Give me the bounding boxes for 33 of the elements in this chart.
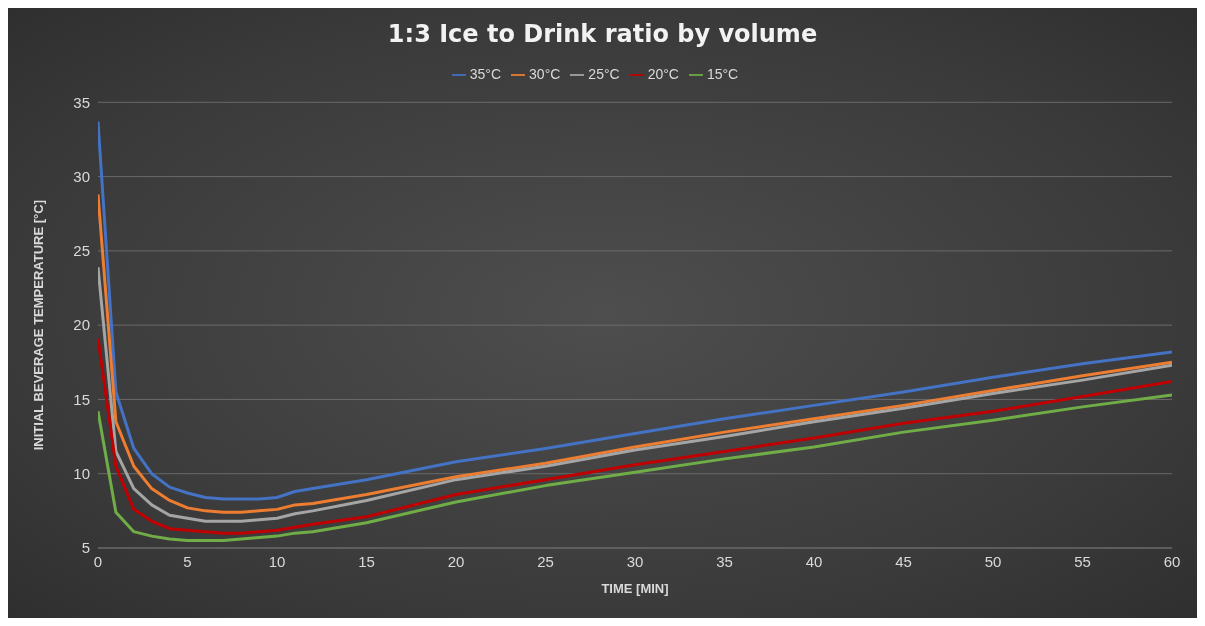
x-tick-label: 20 [447, 552, 465, 570]
x-tick-label: 35 [716, 552, 733, 570]
x-tick-label: 50 [984, 552, 1002, 570]
x-tick-label: 10 [268, 552, 286, 570]
x-tick-label: 40 [805, 552, 823, 570]
line-series [98, 337, 1172, 535]
line-series [98, 393, 1172, 543]
legend-label: 30°C [529, 66, 561, 82]
x-tick-label: 25 [537, 552, 554, 570]
y-tick-label: 25 [73, 242, 90, 260]
x-tick-label: 55 [1074, 552, 1091, 570]
y-tick-label: 15 [73, 390, 90, 408]
y-tick-label: 10 [73, 465, 90, 483]
y-axis-title: INITIAL BEVERAGE TEMPERATURE [°C] [30, 200, 46, 451]
y-tick-label: 30 [73, 167, 90, 185]
x-tick-label: 5 [183, 552, 192, 570]
legend-label: 15°C [706, 66, 739, 82]
legend-label: 20°C [647, 66, 679, 82]
chart-title: 1:3 Ice to Drink ratio by volume [386, 19, 819, 50]
x-tick-label: 15 [358, 552, 375, 570]
y-tick-label: 5 [81, 539, 90, 557]
x-tick-label: 60 [1163, 552, 1181, 570]
x-tick-label: 30 [626, 552, 644, 570]
line-series [98, 192, 1172, 514]
x-tick-label: 45 [895, 552, 912, 570]
legend-label: 35°C [469, 66, 502, 82]
x-axis-title: TIME [MIN] [601, 581, 669, 596]
line-series [98, 265, 1172, 523]
legend-label: 25°C [588, 66, 620, 82]
y-tick-label: 20 [73, 316, 90, 334]
line-series [98, 120, 1172, 501]
y-tick-label: 35 [73, 93, 90, 111]
x-tick-label: 0 [93, 552, 103, 570]
